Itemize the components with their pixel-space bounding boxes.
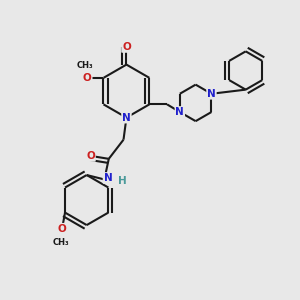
Text: O: O bbox=[122, 42, 131, 52]
Text: O: O bbox=[58, 224, 67, 234]
Text: N: N bbox=[103, 173, 112, 183]
Text: N: N bbox=[122, 112, 131, 123]
Text: O: O bbox=[83, 73, 92, 83]
Text: N: N bbox=[207, 89, 216, 99]
Text: H: H bbox=[118, 176, 126, 186]
Text: CH₃: CH₃ bbox=[76, 61, 93, 70]
Text: O: O bbox=[86, 151, 95, 161]
Text: CH₃: CH₃ bbox=[52, 238, 69, 247]
Text: N: N bbox=[176, 107, 184, 117]
